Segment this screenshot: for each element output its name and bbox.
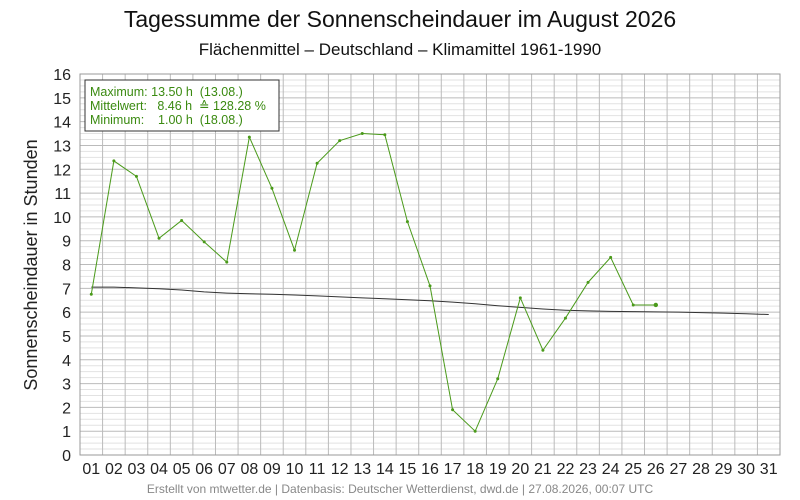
x-tick-label: 22 [557,461,575,478]
y-tick-label: 12 [53,162,71,179]
data-point [518,296,522,300]
x-tick-label: 13 [353,461,371,478]
data-point [134,174,138,178]
plot-frame [79,73,781,456]
x-tick-label: 16 [421,461,439,478]
x-tick-label: 31 [760,461,778,478]
x-tick-label: 27 [669,461,687,478]
y-tick-label: 6 [62,305,71,322]
x-tick-label: 03 [128,461,146,478]
x-tick-label: 26 [647,461,665,478]
y-tick-label: 8 [62,258,71,275]
x-tick-label: 06 [195,461,213,478]
y-tick-label: 15 [53,91,71,108]
y-tick-label: 16 [53,67,71,84]
y-tick-label: 11 [54,186,71,203]
stats-minimum: Minimum: 1.00 h (18.08.) [90,113,243,127]
data-point [405,220,409,224]
x-tick-label: 20 [511,461,529,478]
y-tick-label: 13 [53,138,71,155]
daily-sunshine-series [89,132,659,433]
y-tick-label: 2 [62,400,71,417]
data-point [89,292,93,296]
x-tick-label: 18 [466,461,484,478]
x-tick-label: 30 [737,461,755,478]
y-tick-label: 3 [62,377,71,394]
x-tick-label: 19 [489,461,507,478]
data-point [157,236,161,240]
x-tick-label: 10 [286,461,304,478]
x-tick-label: 28 [692,461,710,478]
x-tick-label: 12 [331,461,349,478]
chart-subtitle: Flächenmittel – Deutschland – Klimamitte… [198,40,602,59]
x-tick-label: 02 [105,461,123,478]
data-point [563,316,567,320]
x-tick-label: 09 [263,461,281,478]
y-tick-label: 14 [53,115,71,132]
data-point [247,135,251,139]
x-tick-label: 05 [173,461,191,478]
y-tick-label: 10 [53,210,71,227]
climate-mean-line [91,286,769,316]
data-point [270,186,274,190]
data-point [315,161,319,165]
x-tick-label: 17 [444,461,462,478]
data-point [202,240,206,244]
data-point [473,429,477,433]
x-tick-label: 15 [399,461,417,478]
data-point [631,303,635,307]
data-point [338,139,342,143]
y-axis-label: Sonnenscheindauer in Stunden [21,139,41,390]
x-tick-label: 01 [82,461,100,478]
y-tick-label: 4 [62,353,71,370]
chart-title: Tagessumme der Sonnenscheindauer im Augu… [123,6,677,32]
y-tick-label: 0 [62,448,71,465]
footer-credits: Erstellt von mtwetter.de | Datenbasis: D… [146,482,654,496]
data-point [653,302,659,308]
stats-box: Maximum: 13.50 h (13.08.) Mittelwert: 8.… [84,79,280,132]
data-point [609,255,613,259]
y-tick-label: 1 [62,424,71,441]
y-tick-label: 7 [62,281,71,298]
x-tick-label: 04 [150,461,168,478]
x-tick-label: 21 [534,461,552,478]
stats-maximum: Maximum: 13.50 h (13.08.) [90,85,243,99]
data-point [383,133,387,137]
x-tick-label: 23 [579,461,597,478]
data-point [541,348,545,352]
x-axis-ticks: 01 02 03 04 05 06 07 08 09 10 11 12 13 14 15 16 17 18 19 20… [82,461,777,478]
data-point [496,377,500,381]
data-point [293,248,297,252]
data-point [112,159,116,163]
data-point [586,280,590,284]
data-point [451,408,455,412]
climate-mean-series [91,286,769,316]
daily-sunshine-line [90,133,656,433]
data-point [428,284,432,288]
data-point [225,260,229,264]
y-tick-label: 9 [62,234,71,251]
data-point [360,132,364,136]
x-tick-label: 24 [602,461,620,478]
x-tick-label: 25 [624,461,642,478]
x-tick-label: 29 [715,461,733,478]
stats-mean: Mittelwert: 8.46 h ≙ 128.28 % [90,99,266,113]
x-tick-label: 14 [376,461,394,478]
y-tick-label: 5 [62,329,71,346]
data-point [180,218,184,222]
x-tick-label: 08 [240,461,258,478]
x-tick-label: 07 [218,461,236,478]
x-tick-label: 11 [309,461,326,478]
